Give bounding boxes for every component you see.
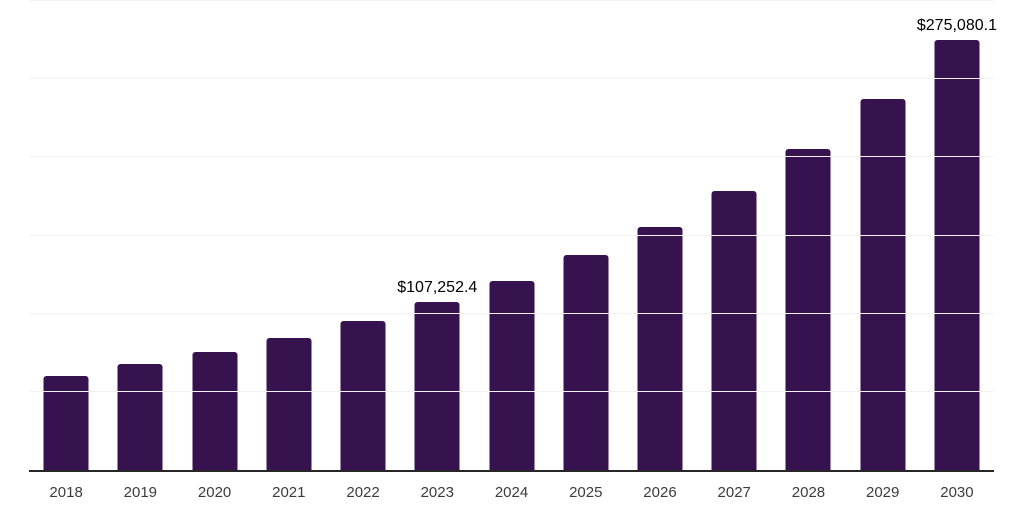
bars-container: $107,252.4 $275,080.1 bbox=[29, 1, 997, 470]
x-tick-2026: 2026 bbox=[643, 484, 677, 501]
bar-2027 bbox=[711, 190, 757, 470]
bar-2020 bbox=[192, 351, 238, 470]
bar-slot-2019 bbox=[103, 1, 177, 470]
plot-area: $107,252.4 $275,080.1 bbox=[29, 0, 997, 472]
bar-2026 bbox=[637, 226, 683, 470]
x-tick-2022: 2022 bbox=[346, 484, 380, 501]
x-tick-2027: 2027 bbox=[717, 484, 751, 501]
x-tick-2021: 2021 bbox=[272, 484, 306, 501]
bar-slot-2023: $107,252.4 bbox=[397, 1, 477, 470]
bar-2030: $275,080.1 bbox=[917, 17, 997, 470]
x-tick-2030: 2030 bbox=[940, 484, 974, 501]
gridline-150000 bbox=[29, 234, 994, 236]
bar-slot-2028 bbox=[771, 1, 845, 470]
x-tick-2028: 2028 bbox=[791, 484, 826, 501]
bar-2024 bbox=[489, 281, 535, 470]
gridline-50000 bbox=[29, 390, 994, 392]
bar-slot-2021 bbox=[252, 1, 326, 470]
bar-slot-2024 bbox=[474, 1, 548, 470]
bar-2021 bbox=[266, 338, 312, 470]
bar-2023: $107,252.4 bbox=[397, 279, 477, 470]
bar-slot-2029 bbox=[846, 1, 920, 470]
x-tick-2018: 2018 bbox=[49, 484, 83, 501]
gridline-200000 bbox=[29, 156, 994, 158]
gridline-300000 bbox=[29, 0, 994, 1]
x-tick-2025: 2025 bbox=[569, 484, 603, 501]
data-label-2023: $107,252.4 bbox=[397, 279, 478, 297]
bar-2025 bbox=[563, 255, 609, 470]
bar-slot-2022 bbox=[326, 1, 400, 470]
bar-2019 bbox=[117, 364, 163, 470]
gridline-250000 bbox=[29, 78, 994, 80]
x-tick-2029: 2029 bbox=[866, 484, 900, 501]
bar-slot-2030: $275,080.1 bbox=[917, 1, 997, 470]
bar-slot-2027 bbox=[697, 1, 771, 470]
gridline-100000 bbox=[29, 312, 994, 314]
bar-slot-2025 bbox=[549, 1, 623, 470]
x-axis-tick-labels: 2018 2019 2020 2021 2022 2023 2024 2025 2026 2027… bbox=[29, 484, 994, 501]
data-label-2030: $275,080.1 bbox=[916, 16, 997, 34]
x-tick-2019: 2019 bbox=[123, 484, 158, 501]
bar-2028 bbox=[785, 149, 831, 470]
bar-slot-2018 bbox=[29, 1, 103, 470]
bar-2022 bbox=[340, 321, 386, 470]
bar-slot-2020 bbox=[177, 1, 251, 470]
bar-2029 bbox=[860, 99, 906, 470]
x-tick-2024: 2024 bbox=[494, 484, 529, 501]
x-tick-2020: 2020 bbox=[197, 484, 232, 501]
x-tick-2023: 2023 bbox=[420, 484, 454, 501]
bar-slot-2026 bbox=[623, 1, 697, 470]
